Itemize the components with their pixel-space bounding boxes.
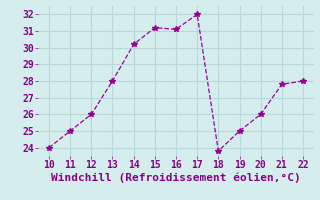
X-axis label: Windchill (Refroidissement éolien,°C): Windchill (Refroidissement éolien,°C) [51, 173, 301, 183]
